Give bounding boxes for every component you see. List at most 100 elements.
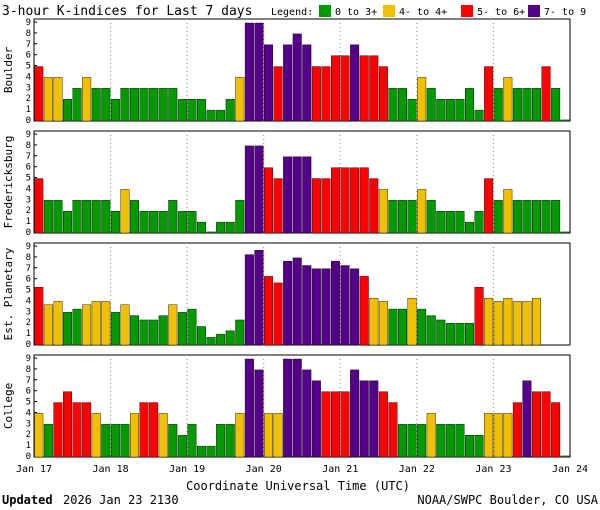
bar xyxy=(302,369,312,458)
bar xyxy=(264,167,273,234)
bar xyxy=(264,413,273,458)
bar xyxy=(465,323,474,346)
bar xyxy=(158,211,168,234)
bar xyxy=(34,287,44,346)
bar xyxy=(197,326,206,346)
bar xyxy=(522,200,532,234)
bar xyxy=(53,77,63,122)
y-tick-label: 1 xyxy=(26,441,31,451)
bar xyxy=(216,221,226,234)
y-tick-label: 7 xyxy=(26,152,31,162)
bar xyxy=(455,323,465,346)
y-tick-label: 1 xyxy=(26,105,31,115)
bar xyxy=(130,88,139,122)
bar xyxy=(130,315,139,346)
credit: NOAA/SWPC Boulder, CO USA xyxy=(417,493,598,507)
bar xyxy=(34,66,44,122)
bar xyxy=(187,308,197,346)
bar xyxy=(101,88,111,122)
bar xyxy=(484,178,494,234)
bar xyxy=(82,402,92,458)
bar xyxy=(484,297,494,346)
y-tick-label: 3 xyxy=(26,195,31,205)
y-tick-label: 0 xyxy=(26,340,31,350)
bar xyxy=(139,211,149,234)
bar xyxy=(292,358,302,458)
bar xyxy=(34,413,44,458)
bar xyxy=(398,88,407,122)
panel-label: College xyxy=(2,383,15,429)
y-tick-label: 1 xyxy=(26,217,31,227)
bar xyxy=(378,301,388,346)
bar xyxy=(235,319,245,346)
x-tick-label: Jan 22 xyxy=(399,464,435,475)
legend-item-label-1: 0 to 3+ xyxy=(335,7,377,18)
bar xyxy=(264,44,273,122)
bar xyxy=(43,200,53,234)
bar xyxy=(72,402,82,458)
bar xyxy=(331,260,340,346)
bar xyxy=(493,88,503,122)
y-tick-label: 3 xyxy=(26,307,31,317)
bar xyxy=(340,55,350,122)
bar xyxy=(484,413,494,458)
bar xyxy=(91,413,101,458)
bar xyxy=(398,200,407,234)
bar xyxy=(560,231,570,234)
bar xyxy=(254,369,264,458)
bar xyxy=(206,337,216,346)
bar xyxy=(465,221,474,234)
bar xyxy=(283,260,293,346)
bar xyxy=(503,413,513,458)
bar xyxy=(168,424,178,458)
bar xyxy=(235,200,245,234)
y-tick-label: 8 xyxy=(26,141,31,151)
bar xyxy=(63,391,72,458)
y-tick-label: 8 xyxy=(26,365,31,375)
bar xyxy=(82,304,92,346)
y-tick-label: 6 xyxy=(26,387,31,397)
bar xyxy=(43,424,53,458)
bar xyxy=(532,200,541,234)
bar xyxy=(292,257,302,346)
bar xyxy=(551,200,561,234)
y-tick-label: 3 xyxy=(26,83,31,93)
chart-title: 3-hour K-indices for Last 7 days xyxy=(2,4,252,19)
bar xyxy=(216,109,226,122)
bar xyxy=(407,424,417,458)
bar xyxy=(398,424,407,458)
panels: 0123456789Boulder0123456789Fredericksbur… xyxy=(2,18,571,462)
bar xyxy=(388,402,398,458)
y-tick-label: 8 xyxy=(26,29,31,39)
bar xyxy=(283,358,293,458)
bar xyxy=(110,424,120,458)
bar xyxy=(177,312,187,346)
y-tick-label: 9 xyxy=(26,242,31,252)
legend-item-label-3: 5- to 6+ xyxy=(477,7,525,18)
bar xyxy=(254,145,264,234)
bar xyxy=(350,167,360,234)
bar xyxy=(493,200,503,234)
bar xyxy=(388,88,398,122)
bar xyxy=(53,402,63,458)
bar xyxy=(560,119,570,122)
bar xyxy=(302,156,312,234)
bar xyxy=(72,88,82,122)
bar xyxy=(187,99,197,122)
y-tick-label: 4 xyxy=(26,296,31,306)
bar xyxy=(417,424,427,458)
bar xyxy=(110,211,120,234)
bar xyxy=(551,402,561,458)
bar xyxy=(484,66,494,122)
x-tick-label: Jan 18 xyxy=(93,464,129,475)
bar xyxy=(378,189,388,234)
bar xyxy=(235,77,245,122)
panel-label: Fredericksburg xyxy=(2,136,15,229)
y-tick-label: 9 xyxy=(26,18,31,28)
bar xyxy=(168,88,178,122)
bar xyxy=(158,315,168,346)
bar xyxy=(532,297,541,346)
y-tick-label: 8 xyxy=(26,253,31,263)
